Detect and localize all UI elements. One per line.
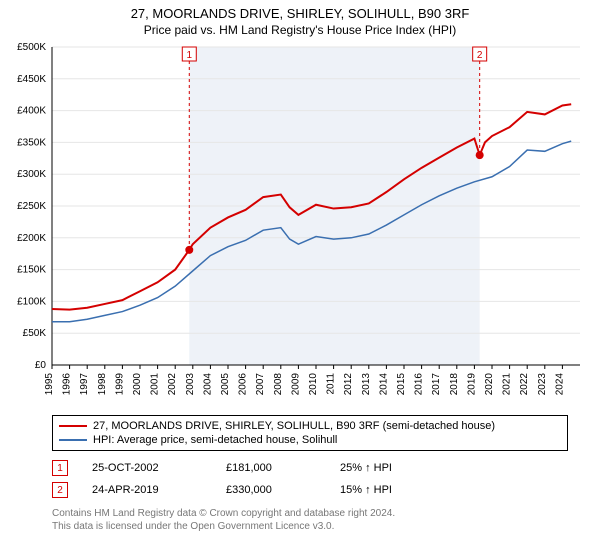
chart-subtitle: Price paid vs. HM Land Registry's House … (0, 21, 600, 41)
legend-swatch (59, 425, 87, 427)
legend-item: HPI: Average price, semi-detached house,… (59, 433, 561, 447)
svg-text:£100K: £100K (17, 296, 46, 307)
svg-text:2023: 2023 (537, 373, 548, 396)
svg-text:£350K: £350K (17, 137, 46, 148)
svg-text:£50K: £50K (23, 328, 47, 339)
svg-text:2012: 2012 (343, 373, 354, 396)
sale-price: £181,000 (226, 462, 316, 474)
sale-hpi-delta: 25% ↑ HPI (340, 462, 392, 474)
svg-text:2022: 2022 (519, 373, 530, 396)
svg-text:2010: 2010 (308, 373, 319, 396)
svg-text:2003: 2003 (185, 373, 196, 396)
svg-text:2024: 2024 (554, 373, 565, 396)
svg-text:2014: 2014 (378, 373, 389, 396)
svg-text:2018: 2018 (449, 373, 460, 396)
svg-text:£300K: £300K (17, 169, 46, 180)
svg-text:2016: 2016 (414, 373, 425, 396)
legend-label: 27, MOORLANDS DRIVE, SHIRLEY, SOLIHULL, … (93, 420, 495, 432)
plot-area: £0 £50K £100K £150K £200K £250K £300K £350K £400… (0, 41, 600, 411)
svg-text:2017: 2017 (431, 373, 442, 396)
sale-row: 2 24-APR-2019 £330,000 15% ↑ HPI (52, 479, 568, 501)
svg-text:£150K: £150K (17, 265, 46, 276)
svg-text:£0: £0 (35, 360, 47, 371)
legend-item: 27, MOORLANDS DRIVE, SHIRLEY, SOLIHULL, … (59, 419, 561, 433)
svg-text:2019: 2019 (466, 373, 477, 396)
svg-text:1997: 1997 (79, 373, 90, 396)
svg-text:2007: 2007 (255, 373, 266, 396)
svg-text:2011: 2011 (326, 373, 337, 395)
sale-badge: 2 (52, 482, 68, 498)
sale-hpi-delta: 15% ↑ HPI (340, 484, 392, 496)
svg-text:£450K: £450K (17, 74, 46, 85)
svg-text:1999: 1999 (114, 373, 125, 396)
svg-text:2020: 2020 (484, 373, 495, 396)
svg-text:1: 1 (186, 50, 192, 61)
chart-title: 27, MOORLANDS DRIVE, SHIRLEY, SOLIHULL, … (0, 0, 600, 21)
svg-text:1998: 1998 (97, 373, 108, 396)
sale-date: 24-APR-2019 (92, 484, 202, 496)
svg-text:2009: 2009 (290, 373, 301, 396)
svg-text:2013: 2013 (361, 373, 372, 396)
legend: 27, MOORLANDS DRIVE, SHIRLEY, SOLIHULL, … (52, 415, 568, 451)
svg-text:1996: 1996 (62, 373, 73, 396)
footer-line1: Contains HM Land Registry data © Crown c… (52, 507, 568, 520)
sale-badge: 1 (52, 460, 68, 476)
footer-attribution: Contains HM Land Registry data © Crown c… (52, 507, 568, 533)
svg-text:2002: 2002 (167, 373, 178, 396)
footer-line2: This data is licensed under the Open Gov… (52, 520, 568, 533)
svg-text:2000: 2000 (132, 373, 143, 396)
sale-price: £330,000 (226, 484, 316, 496)
svg-text:£400K: £400K (17, 106, 46, 117)
legend-swatch (59, 439, 87, 441)
chart-container: 27, MOORLANDS DRIVE, SHIRLEY, SOLIHULL, … (0, 0, 600, 533)
sale-date: 25-OCT-2002 (92, 462, 202, 474)
svg-text:£200K: £200K (17, 233, 46, 244)
svg-text:1995: 1995 (44, 373, 55, 396)
svg-text:2001: 2001 (150, 373, 161, 396)
svg-text:2005: 2005 (220, 373, 231, 396)
svg-text:2008: 2008 (273, 373, 284, 396)
svg-text:2006: 2006 (238, 373, 249, 396)
svg-text:£500K: £500K (17, 42, 46, 53)
sales-list: 1 25-OCT-2002 £181,000 25% ↑ HPI 2 24-APR-201… (52, 457, 568, 501)
legend-label: HPI: Average price, semi-detached house,… (93, 434, 337, 446)
line-chart-svg: £0 £50K £100K £150K £200K £250K £300K £350K £400… (0, 41, 600, 411)
svg-text:2: 2 (477, 50, 483, 61)
sale-row: 1 25-OCT-2002 £181,000 25% ↑ HPI (52, 457, 568, 479)
svg-text:2004: 2004 (202, 373, 213, 396)
svg-text:£250K: £250K (17, 201, 46, 212)
svg-text:2015: 2015 (396, 373, 407, 396)
svg-text:2021: 2021 (502, 373, 513, 396)
